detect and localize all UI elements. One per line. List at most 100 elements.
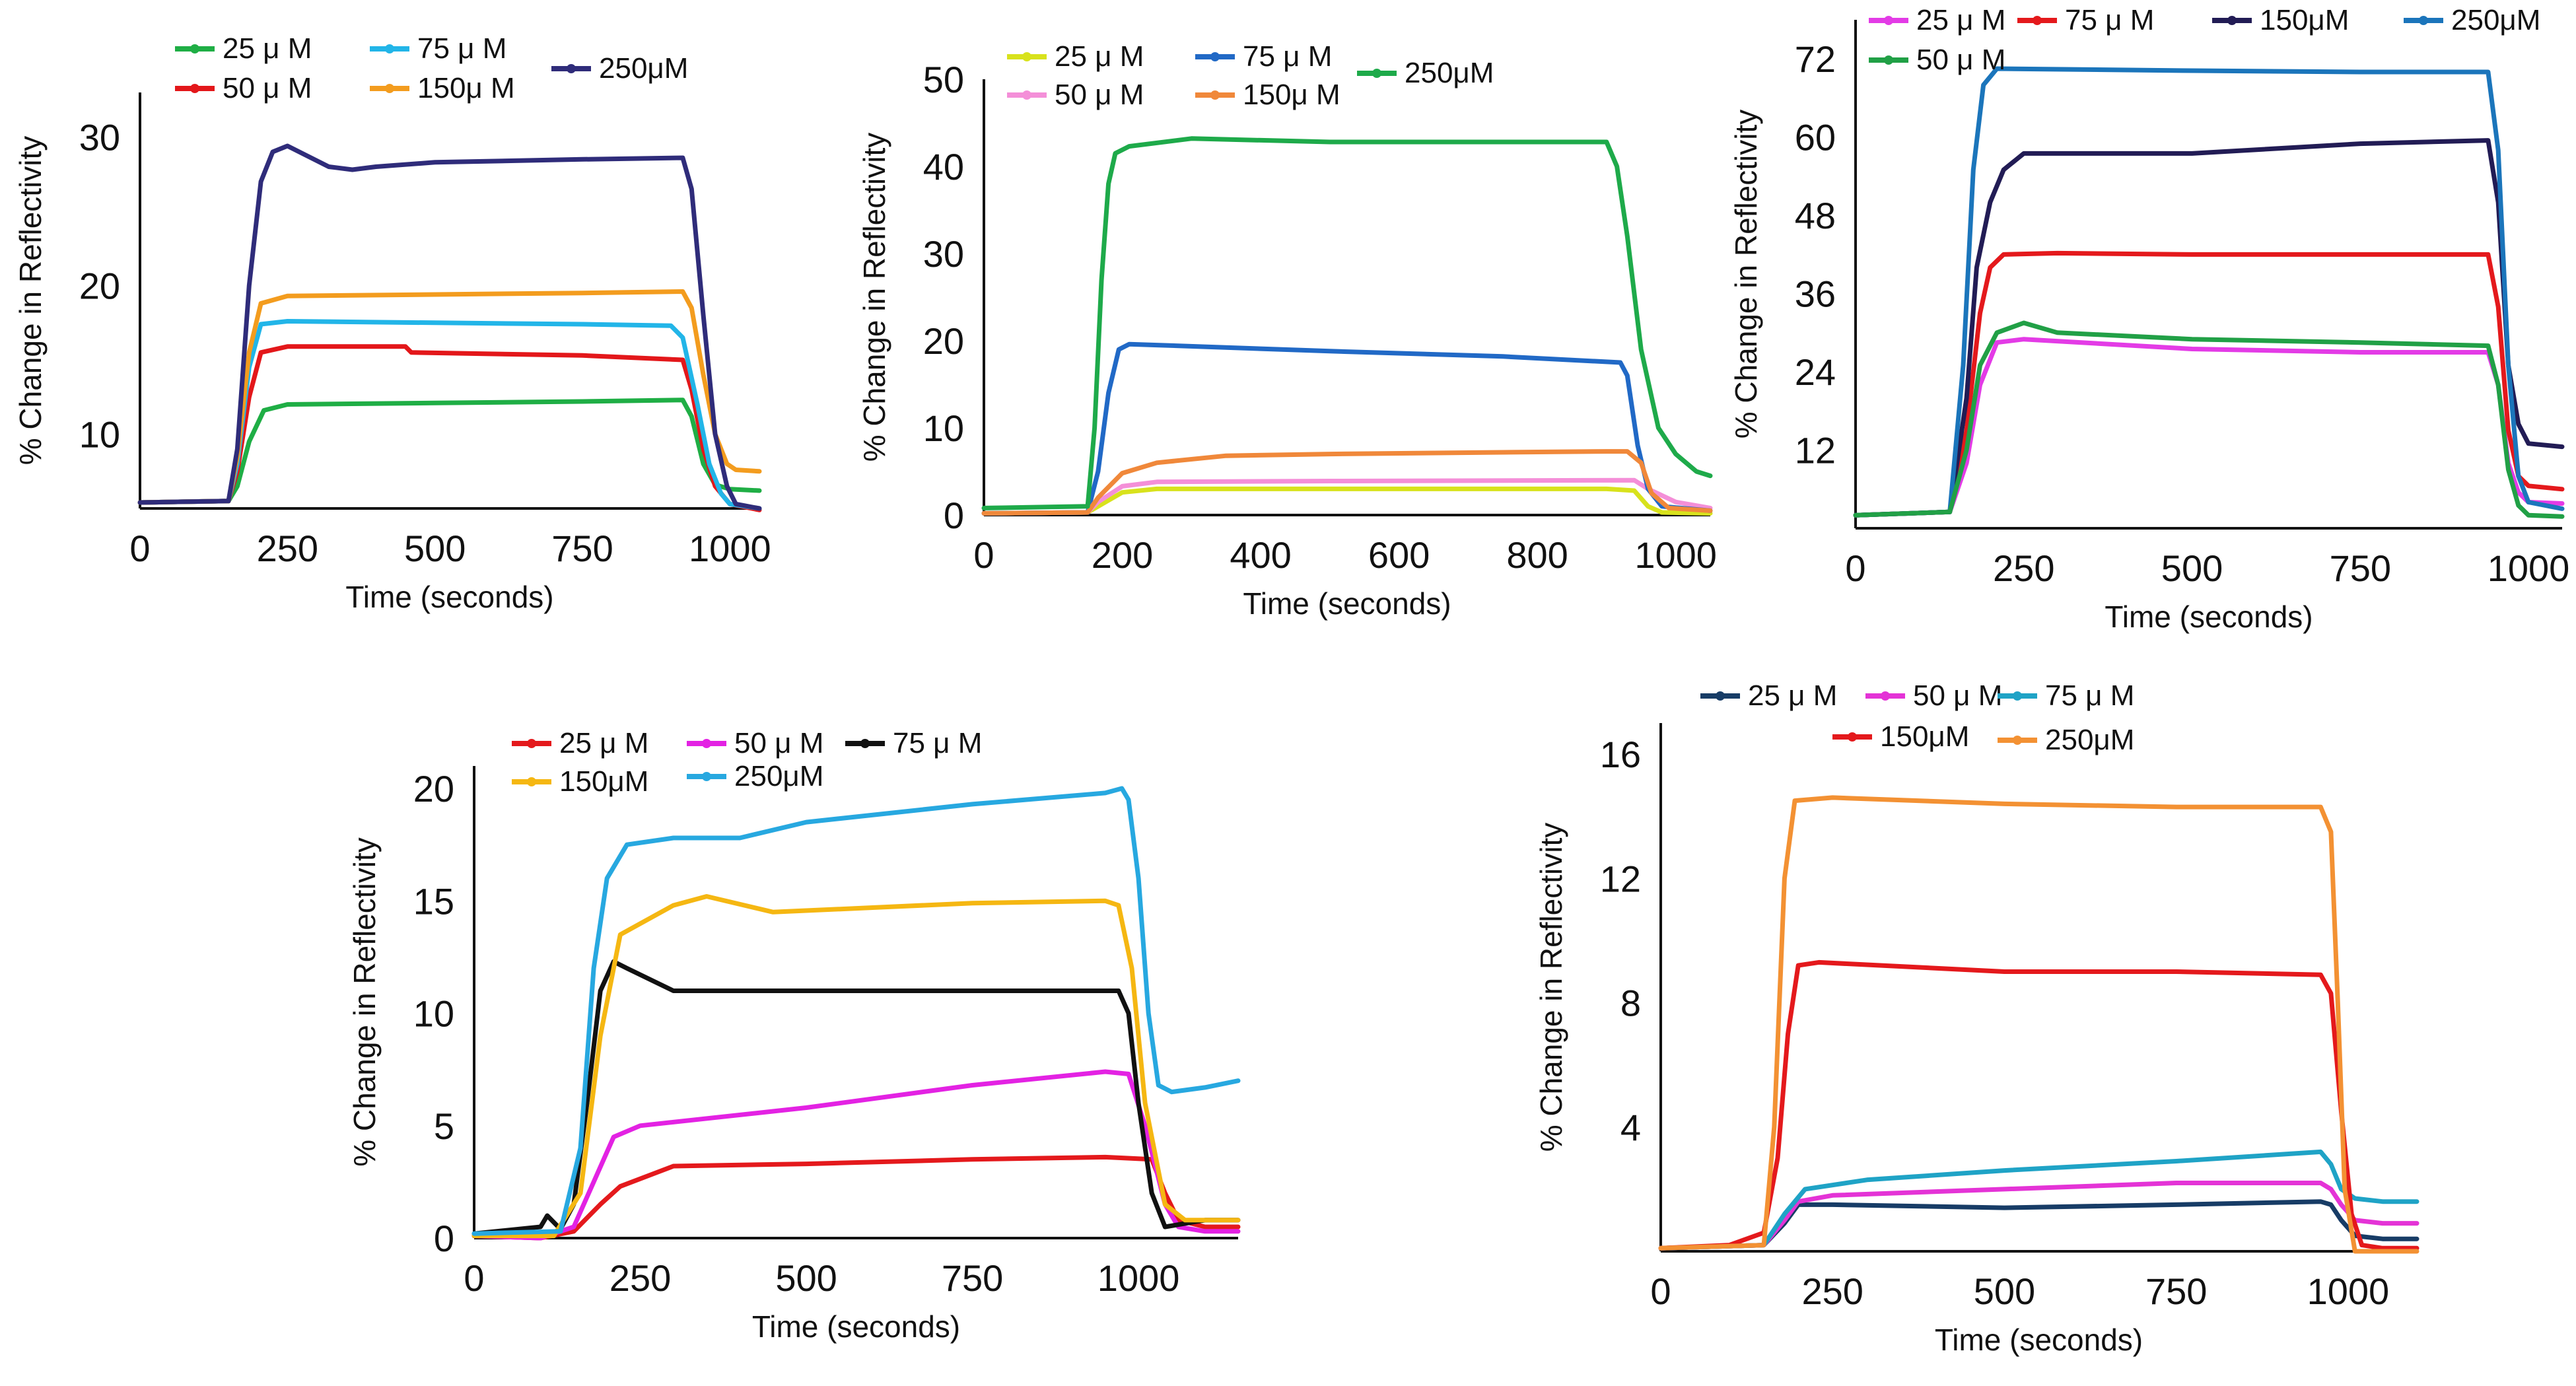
legend-marker bbox=[1372, 69, 1381, 78]
x-tick-label: 250 bbox=[1802, 1270, 1863, 1312]
y-tick-label: 36 bbox=[1795, 273, 1836, 315]
y-tick-label: 48 bbox=[1795, 195, 1836, 236]
series-line-4 bbox=[1853, 66, 2565, 518]
legend-label: 250μM bbox=[2045, 724, 2134, 756]
y-tick-label: 30 bbox=[79, 117, 120, 158]
legend-entry: 250μM bbox=[551, 52, 688, 85]
legend-label: 150μ M bbox=[1243, 79, 1340, 111]
legend-marker bbox=[567, 64, 576, 73]
x-axis-title: Time (seconds) bbox=[2105, 600, 2313, 634]
legend-label: 250μM bbox=[2451, 4, 2540, 36]
legend-marker bbox=[527, 739, 536, 748]
legend-entry: 50 μ M bbox=[175, 72, 312, 104]
legend-label: 75 μ M bbox=[417, 32, 506, 65]
legend-marker bbox=[702, 739, 711, 748]
legend-entry: 250μM bbox=[687, 760, 823, 792]
x-tick-label: 500 bbox=[1974, 1270, 2035, 1312]
y-tick-label: 72 bbox=[1795, 38, 1836, 80]
legend-entry: 75 μ M bbox=[1998, 679, 2134, 712]
y-axis-title: % Change in Reflectivity bbox=[1729, 110, 1763, 439]
chart-panel-2: 0 200 400 600 800 1000 0 10 20 30 40 50 Time (second… bbox=[857, 40, 1717, 621]
legend-label: 150μ M bbox=[417, 72, 515, 104]
legend-entry: 25 μ M bbox=[1869, 4, 2005, 36]
y-tick-label: 20 bbox=[413, 768, 454, 810]
legend-entry: 150μM bbox=[512, 765, 648, 798]
legend-marker bbox=[1210, 52, 1220, 61]
x-tick-label: 750 bbox=[942, 1257, 1003, 1299]
legend-entry: 250μM bbox=[1998, 724, 2134, 756]
legend-label: 150μM bbox=[2260, 4, 2349, 36]
legend-entry: 25 μ M bbox=[1007, 40, 1144, 73]
chart-panel-3: 0 250 500 750 1000 12 24 36 48 60 72 Time (seconds)… bbox=[1729, 4, 2569, 634]
y-tick-label: 20 bbox=[923, 320, 964, 362]
legend-label: 250μM bbox=[1405, 57, 1494, 89]
y-tick-label: 10 bbox=[413, 993, 454, 1035]
legend-marker bbox=[2033, 16, 2042, 25]
series-line-4 bbox=[981, 449, 1713, 516]
y-tick-label: 12 bbox=[1795, 430, 1836, 471]
x-tick-label: 1000 bbox=[1097, 1257, 1180, 1299]
x-tick-label: 0 bbox=[1650, 1270, 1671, 1312]
legend-label: 75 μ M bbox=[2045, 679, 2134, 712]
legend-entry: 150μ M bbox=[1195, 79, 1340, 111]
x-axis-title: Time (seconds) bbox=[752, 1309, 960, 1344]
series-line-5 bbox=[981, 136, 1713, 510]
legend-marker bbox=[190, 84, 199, 93]
legend-label: 50 μ M bbox=[223, 72, 312, 104]
legend-entry: 25 μ M bbox=[1700, 679, 1837, 712]
x-tick-label: 750 bbox=[2330, 547, 2391, 589]
x-tick-label: 800 bbox=[1506, 534, 1568, 576]
series-line-1 bbox=[1658, 1199, 2419, 1251]
legend-marker bbox=[702, 772, 711, 781]
x-tick-label: 200 bbox=[1092, 534, 1153, 576]
legend-marker bbox=[2013, 691, 2022, 701]
legend-entry: 250μM bbox=[1357, 57, 1494, 89]
x-axis-title: Time (seconds) bbox=[1935, 1323, 2143, 1357]
legend-marker bbox=[1716, 691, 1725, 701]
legend-entry: 75 μ M bbox=[370, 32, 506, 65]
y-tick-label: 12 bbox=[1600, 858, 1641, 899]
legend-label: 25 μ M bbox=[1916, 4, 2005, 36]
legend-marker bbox=[1884, 55, 1893, 65]
chart-panel-5: 0 250 500 750 1000 4 8 12 16 Time (seconds) % Chan… bbox=[1534, 679, 2419, 1357]
x-tick-label: 0 bbox=[973, 534, 994, 576]
legend-marker bbox=[527, 777, 536, 786]
legend-label: 150μM bbox=[1880, 720, 1969, 753]
y-tick-label: 24 bbox=[1795, 351, 1836, 393]
legend-entry: 250μM bbox=[2404, 4, 2540, 36]
legend-marker bbox=[385, 84, 394, 93]
series-line-3 bbox=[1658, 1149, 2419, 1251]
x-tick-label: 0 bbox=[129, 528, 150, 569]
x-tick-label: 750 bbox=[551, 528, 613, 569]
x-tick-label: 500 bbox=[775, 1257, 837, 1299]
legend-marker bbox=[1210, 90, 1220, 100]
legend-label: 25 μ M bbox=[559, 727, 648, 759]
legend-entry: 50 μ M bbox=[1869, 44, 2005, 76]
x-tick-label: 1000 bbox=[689, 528, 771, 569]
x-tick-label: 0 bbox=[1845, 547, 1865, 589]
x-tick-label: 1000 bbox=[2488, 547, 2570, 589]
legend-entry: 150μM bbox=[2212, 4, 2349, 36]
legend-entry: 50 μ M bbox=[1865, 679, 2002, 712]
y-tick-label: 30 bbox=[923, 233, 964, 275]
series-line-2 bbox=[471, 1069, 1241, 1241]
y-axis-title: % Change in Reflectivity bbox=[1534, 823, 1568, 1152]
y-tick-label: 60 bbox=[1795, 117, 1836, 158]
legend-label: 50 μ M bbox=[1916, 44, 2005, 76]
legend-label: 150μM bbox=[559, 765, 648, 798]
legend-entry: 75 μ M bbox=[845, 727, 982, 759]
legend-marker bbox=[1022, 90, 1031, 100]
y-tick-label: 16 bbox=[1600, 734, 1641, 775]
legend-marker bbox=[2419, 16, 2428, 25]
legend-marker bbox=[2227, 16, 2237, 25]
legend-label: 250μM bbox=[599, 52, 688, 85]
chart-panel-4: 0 250 500 750 1000 0 5 10 15 20 Time (seconds) % Ch… bbox=[347, 727, 1241, 1344]
legend-label: 50 μ M bbox=[1055, 79, 1144, 111]
x-tick-label: 250 bbox=[1993, 547, 2054, 589]
legend-marker bbox=[1022, 52, 1031, 61]
legend-entry: 75 μ M bbox=[2017, 4, 2154, 36]
legend-marker bbox=[190, 44, 199, 53]
y-tick-label: 0 bbox=[944, 495, 964, 536]
legend-marker bbox=[1881, 691, 1890, 701]
